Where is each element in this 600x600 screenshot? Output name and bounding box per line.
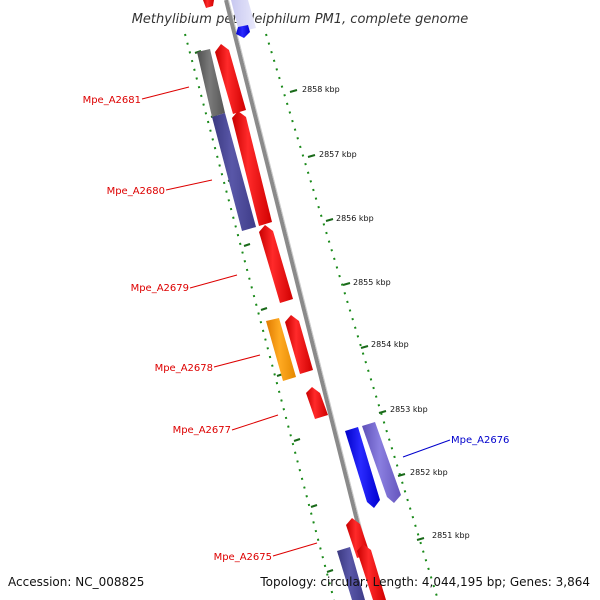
gene-red-arrow [232, 111, 272, 226]
outer-major-tick [307, 154, 316, 158]
leader-line [189, 274, 238, 289]
gene-label-mpe-a2680[interactable]: Mpe_A2680 [107, 186, 165, 197]
gene-red-arrow [306, 387, 328, 419]
ruler-label: 2857 kbp [319, 150, 357, 159]
genome-backbone [224, 0, 380, 600]
gene-pale-fragment [231, 0, 256, 32]
ruler-label: 2856 kbp [336, 214, 374, 223]
map-title: Methylibium petroleiphilum PM1, complete… [132, 12, 469, 27]
gene-label-mpe-a2681[interactable]: Mpe_A2681 [83, 95, 141, 106]
inner-major-tick [260, 307, 268, 311]
gene-features [197, 44, 401, 600]
gene-label-mpe-a2677[interactable]: Mpe_A2677 [173, 425, 231, 436]
leader-line [402, 439, 451, 458]
inner-major-tick [310, 504, 318, 508]
leader-line [272, 542, 318, 557]
accession-text: Accession: NC_008825 [8, 575, 144, 589]
inner-major-tick [326, 569, 334, 573]
ruler-label: 2858 kbp [302, 85, 340, 94]
gene-orange-feature [266, 318, 296, 381]
gene-red-arrow [357, 544, 386, 600]
leader-line [213, 354, 261, 368]
gene-blue-fragment [236, 25, 250, 38]
ruler-tracks [184, 33, 439, 600]
gene-labels: Mpe_A2681 Mpe_A2680 Mpe_A2679 Mpe_A2678 … [83, 86, 509, 563]
gene-label-mpe-a2675[interactable]: Mpe_A2675 [214, 552, 272, 563]
leader-line [231, 414, 279, 431]
ruler-track-inner [184, 33, 335, 600]
gene-purple-feature [212, 113, 256, 231]
gene-red-arrow [215, 44, 246, 114]
gene-top-fragments [203, 0, 256, 38]
outer-major-tick [397, 473, 406, 477]
outer-major-tick [360, 345, 369, 349]
outer-major-tick [325, 218, 334, 222]
gene-red-arrow [259, 225, 293, 303]
gene-label-mpe-a2676[interactable]: Mpe_A2676 [451, 435, 509, 446]
inner-major-tick [243, 243, 251, 247]
ruler-label: 2852 kbp [410, 468, 448, 477]
outer-major-tick [289, 89, 298, 93]
gene-violet-feature [362, 422, 401, 503]
ruler-label: 2854 kbp [371, 340, 409, 349]
outer-major-tick [378, 410, 387, 414]
gene-label-mpe-a2678[interactable]: Mpe_A2678 [155, 363, 213, 374]
gene-purple-feature [337, 547, 365, 600]
leader-line [165, 179, 213, 191]
gene-grey-feature [197, 49, 225, 117]
ruler-label: 2851 kbp [432, 531, 470, 540]
gene-red-arrow [285, 315, 313, 374]
gene-red-fragment [203, 0, 214, 8]
leader-line [141, 86, 190, 100]
outer-ruler: 2858 kbp 2857 kbp 2856 kbp 2855 kbp 2854… [289, 85, 470, 541]
genome-summary-text: Topology: circular; Length: 4,044,195 bp… [259, 575, 590, 589]
outer-major-tick [342, 282, 351, 286]
inner-major-tick [293, 438, 301, 442]
ruler-label: 2853 kbp [390, 405, 428, 414]
gene-label-mpe-a2679[interactable]: Mpe_A2679 [131, 283, 189, 294]
gene-blue-feature [345, 427, 380, 508]
outer-major-tick [416, 537, 425, 541]
ruler-label: 2855 kbp [353, 278, 391, 287]
